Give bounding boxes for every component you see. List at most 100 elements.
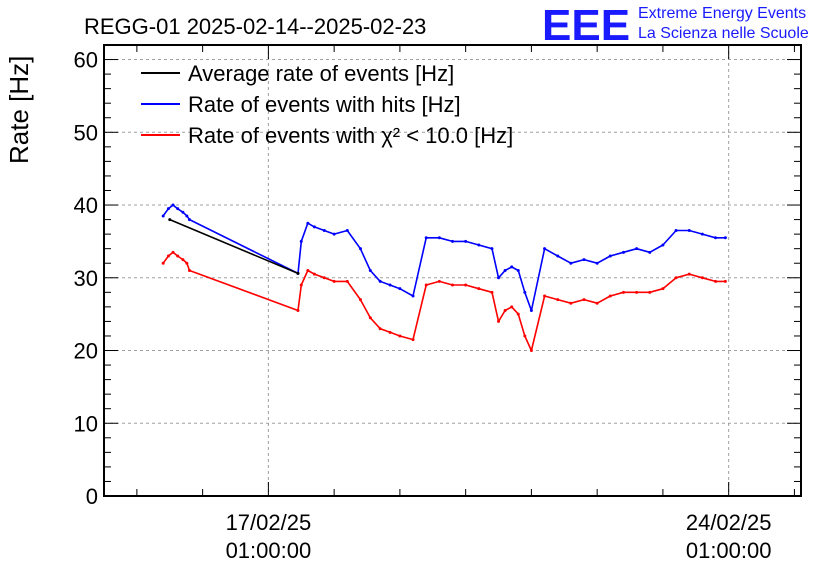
- series-point-2: [345, 279, 349, 283]
- series-point-1: [661, 243, 665, 247]
- series-point-2: [358, 298, 362, 302]
- legend: Average rate of events [Hz] Rate of event…: [141, 61, 513, 148]
- series-point-2: [687, 272, 691, 276]
- y-tick-label: 0: [86, 484, 98, 509]
- y-tick-label: 60: [74, 48, 98, 73]
- series-point-2: [700, 276, 704, 280]
- plot-frame: [103, 44, 802, 497]
- logo-line-2: La Scienza nelle Scuole: [638, 25, 809, 42]
- x-tick-label-time: 01:00:00: [686, 538, 772, 563]
- series-point-2: [161, 261, 165, 265]
- series-point-1: [714, 236, 718, 240]
- logo-line-1: Extreme Energy Events: [638, 5, 806, 22]
- series-point-2: [388, 330, 392, 334]
- series-point-1: [424, 236, 428, 240]
- series-point-2: [490, 290, 494, 294]
- eee-logo-letters: EEE: [542, 1, 630, 50]
- series-point-2: [332, 279, 336, 283]
- legend-label-0: Average rate of events [Hz]: [188, 61, 454, 86]
- series-point-2: [674, 276, 678, 280]
- series-point-2: [464, 283, 468, 287]
- grid-lines: [104, 45, 801, 496]
- series-point-2: [503, 309, 507, 313]
- series-point-1: [176, 207, 180, 211]
- series-point-1: [523, 290, 527, 294]
- series-point-1: [437, 236, 441, 240]
- series-point-1: [368, 269, 372, 272]
- series-point-1: [378, 279, 382, 283]
- series-point-2: [296, 309, 300, 313]
- series-point-1: [161, 214, 165, 218]
- series-point-2: [411, 338, 415, 342]
- series-point-1: [595, 261, 599, 265]
- axis-ticks: 0 10 20 30 40 50 60 17/02/25 01:00:00 24/02/25 01:…: [74, 44, 801, 563]
- series-point-2: [621, 290, 625, 294]
- series-point-1: [497, 276, 501, 280]
- series-point-2: [543, 294, 547, 298]
- series-point-2: [477, 287, 481, 291]
- series-point-1: [166, 207, 170, 211]
- series-point-1: [582, 258, 586, 262]
- series-line-0: [169, 218, 299, 275]
- series-point-1: [345, 228, 349, 232]
- series-point-1: [516, 269, 520, 272]
- series-point-2: [648, 290, 652, 294]
- series-point-1: [306, 221, 310, 225]
- series-point-1: [185, 214, 189, 218]
- y-tick-label: 30: [74, 266, 98, 291]
- y-axis-label: Rate [Hz]: [4, 56, 34, 164]
- series-point-2: [368, 316, 372, 320]
- series-point-1: [322, 228, 326, 232]
- series-point-1: [490, 247, 494, 251]
- series-point-1: [569, 261, 573, 265]
- series-point-1: [529, 309, 533, 313]
- series-point-1: [464, 239, 468, 243]
- series-point-1: [503, 269, 507, 272]
- legend-label-2: Rate of events with χ² < 10.0 [Hz]: [188, 123, 513, 148]
- y-tick-label: 20: [74, 339, 98, 364]
- series-point-1: [299, 239, 303, 243]
- series-point-2: [569, 301, 573, 305]
- series-point-2: [510, 305, 514, 309]
- series-point-2: [516, 312, 520, 316]
- series-point-1: [411, 294, 415, 298]
- series-point-1: [358, 247, 362, 251]
- series-point-0: [168, 218, 172, 222]
- series-point-1: [312, 225, 316, 229]
- series-point-1: [556, 254, 560, 258]
- legend-label-1: Rate of events with hits [Hz]: [188, 92, 461, 117]
- series-point-2: [608, 294, 612, 298]
- series-point-1: [621, 250, 625, 254]
- series-point-2: [299, 283, 303, 287]
- series-point-1: [700, 232, 704, 236]
- series-point-2: [723, 279, 727, 283]
- series-point-1: [398, 287, 402, 291]
- series-point-1: [543, 247, 547, 251]
- x-tick-label-time: 01:00:00: [226, 538, 312, 563]
- series-point-2: [529, 349, 533, 353]
- series-point-2: [171, 250, 175, 254]
- series-point-2: [635, 290, 639, 294]
- x-tick-label-date: 17/02/25: [226, 510, 312, 535]
- series-point-1: [388, 283, 392, 287]
- y-tick-label: 40: [74, 193, 98, 218]
- series-point-2: [312, 272, 316, 276]
- series-point-2: [556, 298, 560, 302]
- series-point-2: [661, 287, 665, 291]
- series-point-2: [306, 269, 310, 272]
- series-point-1: [608, 254, 612, 258]
- series-point-1: [648, 250, 652, 254]
- series-point-1: [635, 247, 639, 251]
- series-point-1: [332, 232, 336, 236]
- chart-title: REGG-01 2025-02-14--2025-02-23: [84, 14, 426, 39]
- series-point-1: [477, 243, 481, 247]
- series-point-0: [296, 271, 300, 275]
- series-point-1: [187, 218, 191, 222]
- series-point-2: [424, 283, 428, 287]
- series-point-2: [185, 261, 189, 265]
- series-point-2: [166, 254, 170, 258]
- y-tick-label: 50: [74, 120, 98, 145]
- series-point-2: [523, 334, 527, 338]
- series-point-2: [322, 276, 326, 280]
